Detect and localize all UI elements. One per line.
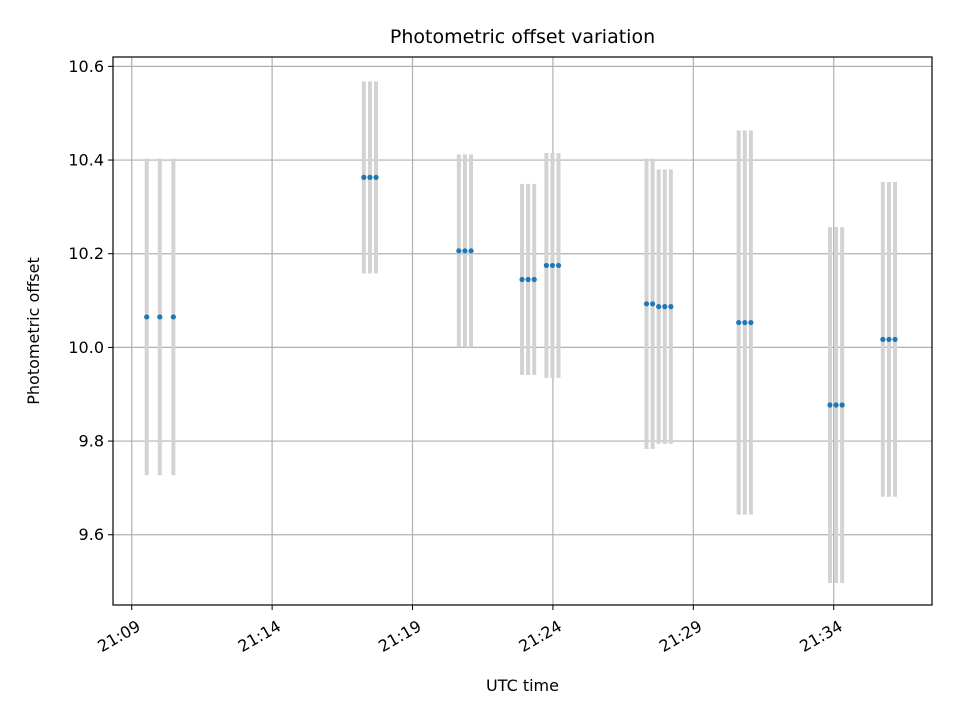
data-point [170,314,176,320]
x-tick-label: 21:24 [515,616,564,656]
data-point [668,304,674,310]
data-point [662,304,668,310]
data-point [650,301,656,307]
data-point [373,174,379,180]
data-point [157,314,163,320]
error-bars [144,81,898,583]
data-point [892,336,898,343]
data-point [643,301,650,307]
y-tick-label: 10.4 [68,151,104,170]
x-axis-label: UTC time [486,676,559,695]
data-point [742,319,748,326]
data-point [367,174,373,180]
ticks: 21:09 21:14 21:19 21:24 21:29 21:34 9.6 9.8 10.0… [68,57,845,656]
data-point [456,248,462,254]
data-point [656,304,662,310]
x-tick-label: 21:09 [94,616,143,656]
plot-frame [112,56,933,606]
data-point [736,319,742,326]
data-point [144,314,150,320]
data-point [748,319,754,326]
data-point [886,336,892,343]
chart-title: Photometric offset variation [390,26,655,48]
x-tick-label: 21:29 [656,616,705,656]
data-point [462,248,468,254]
data-point [880,336,886,343]
data-point [833,402,839,408]
data-point [468,248,474,254]
data-point [519,276,525,283]
x-tick-label: 21:19 [375,616,424,656]
y-axis-label: Photometric offset [24,257,43,405]
data-point [361,174,367,180]
data-point [827,402,833,408]
y-tick-label: 9.6 [79,525,104,544]
x-tick-label: 21:34 [796,616,845,656]
data-points [144,174,898,408]
y-tick-label: 10.2 [68,244,104,263]
y-tick-label: 9.8 [79,432,104,451]
y-tick-label: 10.0 [68,338,104,357]
data-point [549,262,556,269]
data-point [525,276,531,283]
y-tick-label: 10.6 [68,57,104,76]
x-tick-label: 21:14 [235,616,284,656]
data-point [839,402,845,408]
data-point [555,262,562,269]
data-point [543,262,549,269]
data-point [531,276,537,283]
